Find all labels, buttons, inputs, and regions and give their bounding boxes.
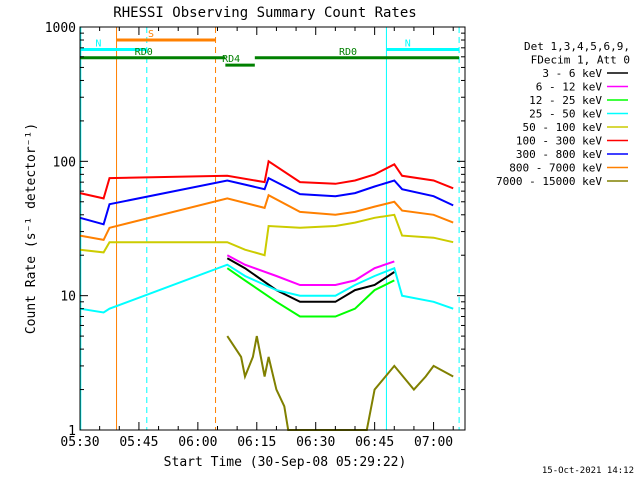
series-line-7 <box>79 193 454 242</box>
legend-label-5: 100 - 300 keV <box>516 135 602 148</box>
chart-title: RHESSI Observing Summary Count Rates <box>113 5 416 21</box>
annotation-label-4: RD0 <box>339 47 357 58</box>
legend-label-2: 12 - 25 keV <box>529 94 602 107</box>
annotation-label-3: RD0 <box>135 47 153 58</box>
x-tick-label-3: 06:15 <box>237 435 276 450</box>
legend-label-4: 50 - 100 keV <box>523 121 603 134</box>
y-tick-label-3: 1000 <box>45 21 76 36</box>
series-line-4 <box>79 213 454 257</box>
annotation-label-1: N <box>95 38 101 49</box>
legend-label-0: 3 - 6 keV <box>542 67 602 80</box>
legend-label-7: 800 - 7000 keV <box>509 162 602 175</box>
legend-label-6: 300 - 800 keV <box>516 148 602 161</box>
plot-frame <box>79 26 466 431</box>
x-tick-label-2: 06:00 <box>178 435 217 450</box>
legend-label-3: 25 - 50 keV <box>529 108 602 121</box>
x-axis-label: Start Time (30-Sep-08 05:29:22) <box>164 455 407 470</box>
annotation-label-5: RD4 <box>222 54 240 65</box>
annotation-label-0: S <box>148 29 154 40</box>
x-tick-label-0: 05:30 <box>60 435 99 450</box>
x-tick-label-5: 06:45 <box>355 435 394 450</box>
generated-timestamp: 15-Oct-2021 14:12 <box>541 466 634 476</box>
series-line-0 <box>226 257 395 303</box>
series-line-3 <box>79 263 454 314</box>
y-tick-label-1: 10 <box>60 290 76 305</box>
legend-label-8: 7000 - 15000 keV <box>496 175 602 188</box>
x-tick-label-4: 06:30 <box>296 435 335 450</box>
y-axis-label: Count Rate (s⁻¹ detector⁻¹) <box>24 123 39 334</box>
legend-label-1: 6 - 12 keV <box>536 81 603 94</box>
series-line-8 <box>226 335 454 431</box>
x-tick-label-1: 05:45 <box>119 435 158 450</box>
series-line-5 <box>79 159 454 200</box>
series-line-6 <box>79 176 454 226</box>
legend-header-1: FDecim 1, Att 0 <box>531 54 630 67</box>
series-line-2 <box>226 267 395 318</box>
series-line-1 <box>226 254 395 286</box>
annotation-label-2: N <box>405 38 411 49</box>
y-tick-label-2: 100 <box>53 155 76 170</box>
x-tick-label-6: 07:00 <box>414 435 453 450</box>
y-tick-label-0: 1 <box>68 424 76 439</box>
legend-header-0: Det 1,3,4,5,6,9, <box>524 40 630 53</box>
